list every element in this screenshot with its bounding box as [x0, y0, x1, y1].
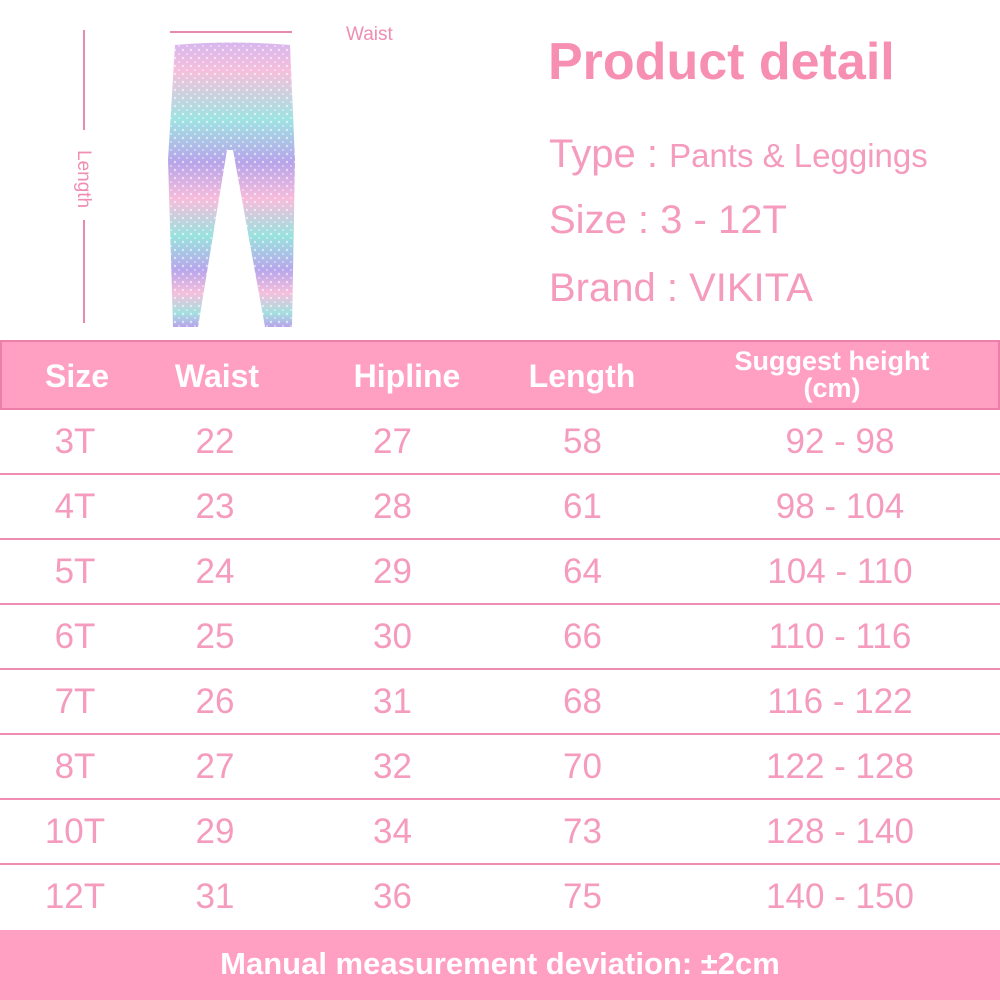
product-title: Product detail	[548, 33, 895, 91]
cell-size: 5T	[54, 552, 96, 591]
table-row: 5T 24 29 64 104 - 110	[0, 540, 1000, 605]
cell-size: 10T	[44, 812, 106, 851]
cell-hipline: 31	[373, 682, 412, 721]
cell-waist: 27	[195, 747, 235, 786]
cell-length: 66	[563, 617, 602, 656]
cell-suggest-height: 140 - 150	[766, 877, 914, 916]
length-measure-line-bottom	[83, 220, 85, 323]
cell-length: 61	[563, 487, 602, 526]
table-row: 6T 25 30 66 110 - 116	[0, 605, 1000, 670]
cell-suggest-height: 110 - 116	[768, 617, 912, 656]
length-label: Length	[73, 150, 94, 209]
cell-waist: 25	[195, 617, 235, 656]
table-row: 4T 23 28 61 98 - 104	[0, 475, 1000, 540]
table-row: 7T 26 31 68 116 - 122	[0, 670, 1000, 735]
header-hipline: Hipline	[353, 358, 461, 394]
cell-size: 6T	[54, 617, 96, 656]
spec-type: Type : Pants & Leggings	[549, 132, 928, 176]
cell-length: 70	[563, 747, 602, 786]
table-row: 10T 29 34 73 128 - 140	[0, 800, 1000, 865]
waist-measure-line	[170, 31, 292, 33]
cell-hipline: 34	[373, 812, 412, 851]
cell-waist: 31	[195, 877, 235, 916]
waist-label: Waist	[346, 24, 393, 45]
cell-hipline: 28	[373, 487, 412, 526]
cell-length: 64	[563, 552, 602, 591]
table-row: 3T 22 27 58 92 - 98	[0, 410, 1000, 475]
cell-waist: 23	[195, 487, 235, 526]
cell-waist: 29	[195, 812, 235, 851]
cell-length: 75	[563, 877, 602, 916]
header-waist: Waist	[174, 358, 260, 394]
cell-size: 8T	[54, 747, 96, 786]
cell-size: 4T	[54, 487, 96, 526]
table-row: 8T 27 32 70 122 - 128	[0, 735, 1000, 800]
cell-suggest-height: 122 - 128	[766, 747, 914, 786]
footer-note: Manual measurement deviation: ±2cm	[0, 930, 1000, 1000]
cell-suggest-height: 116 - 122	[767, 682, 913, 721]
leggings-image	[168, 42, 295, 327]
cell-suggest-height: 92 - 98	[785, 422, 895, 461]
cell-hipline: 29	[373, 552, 412, 591]
header-suggest-height: Suggest height (cm)	[734, 346, 930, 403]
cell-hipline: 27	[373, 422, 412, 461]
cell-suggest-height: 128 - 140	[766, 812, 914, 851]
cell-suggest-height: 98 - 104	[775, 487, 905, 526]
cell-waist: 22	[195, 422, 235, 461]
spec-brand: Brand : VIKITA	[549, 266, 813, 310]
cell-hipline: 32	[373, 747, 412, 786]
cell-hipline: 30	[373, 617, 412, 656]
cell-size: 12T	[44, 877, 106, 916]
header-length: Length	[528, 358, 636, 394]
cell-waist: 24	[195, 552, 235, 591]
cell-suggest-height: 104 - 110	[767, 552, 913, 591]
cell-waist: 26	[195, 682, 235, 721]
table-row: 12T 31 36 75 140 - 150	[0, 865, 1000, 930]
spec-size: Size : 3 - 12T	[549, 198, 787, 242]
length-measure-line-top	[83, 30, 85, 130]
table-header: Size Waist Hipline Length Suggest height…	[0, 340, 1000, 410]
cell-hipline: 36	[373, 877, 412, 916]
cell-size: 7T	[54, 682, 96, 721]
cell-length: 68	[563, 682, 602, 721]
header-size: Size	[44, 358, 110, 394]
cell-size: 3T	[54, 422, 96, 461]
cell-length: 73	[563, 812, 602, 851]
cell-length: 58	[563, 422, 602, 461]
